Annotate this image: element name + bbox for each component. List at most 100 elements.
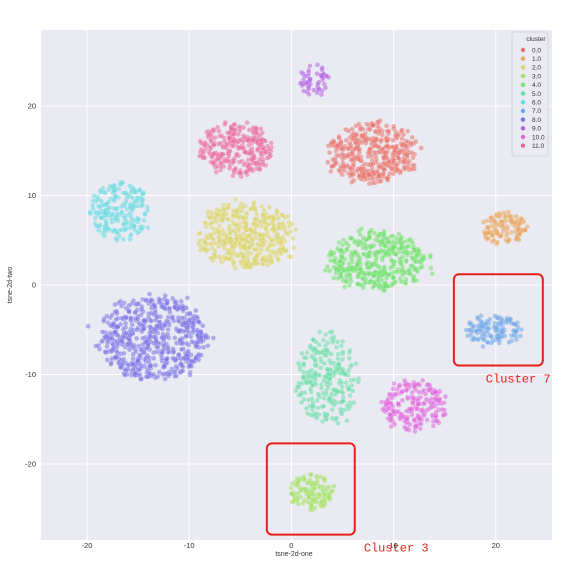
- data-point: [266, 204, 272, 210]
- data-point: [381, 167, 387, 173]
- data-point: [264, 233, 270, 239]
- data-point: [385, 283, 391, 289]
- data-point: [226, 135, 233, 141]
- data-point: [466, 327, 472, 333]
- data-point: [338, 140, 344, 146]
- data-point: [227, 148, 233, 154]
- data-point: [301, 354, 307, 361]
- data-point: [280, 245, 286, 252]
- data-point: [308, 480, 314, 486]
- data-point: [161, 343, 167, 349]
- data-point: [111, 188, 117, 194]
- data-point: [382, 243, 388, 249]
- data-point: [405, 160, 411, 166]
- data-point: [279, 212, 285, 218]
- data-point: [239, 208, 245, 214]
- data-point: [205, 334, 211, 341]
- data-point: [331, 483, 337, 489]
- data-point: [133, 370, 139, 376]
- x-tick-label: 10: [389, 541, 397, 550]
- data-point: [335, 351, 341, 357]
- data-point: [366, 233, 372, 240]
- data-point: [351, 146, 358, 152]
- data-point: [99, 329, 106, 335]
- data-point: [224, 142, 230, 148]
- data-point: [134, 335, 140, 342]
- data-point: [339, 172, 345, 178]
- data-point: [493, 324, 500, 331]
- y-tick-label: 0: [32, 281, 36, 290]
- data-point: [322, 85, 329, 91]
- data-point: [488, 333, 494, 339]
- data-point: [390, 233, 396, 239]
- data-point: [229, 243, 236, 250]
- data-point: [127, 332, 133, 339]
- data-point: [257, 232, 263, 238]
- data-point: [485, 235, 492, 241]
- data-point: [356, 238, 362, 244]
- data-point: [335, 355, 341, 362]
- data-point: [275, 240, 281, 246]
- data-point: [360, 251, 367, 257]
- data-point: [385, 272, 391, 278]
- data-point: [308, 472, 314, 478]
- legend-entry-label: 8.0: [532, 117, 541, 124]
- data-point: [363, 245, 369, 252]
- data-point: [171, 318, 177, 324]
- data-point: [496, 222, 502, 228]
- data-point: [374, 263, 380, 269]
- data-point: [325, 159, 331, 165]
- data-point: [131, 186, 137, 192]
- data-point: [127, 236, 133, 243]
- data-point: [338, 343, 344, 349]
- data-point: [421, 401, 427, 407]
- data-point: [241, 162, 247, 168]
- data-point: [345, 367, 352, 374]
- data-point: [95, 203, 102, 209]
- data-point: [120, 180, 126, 186]
- data-point: [397, 256, 403, 262]
- data-point: [376, 164, 382, 170]
- data-point: [416, 389, 422, 395]
- data-point: [409, 166, 415, 172]
- data-point: [505, 239, 511, 245]
- data-point: [390, 408, 397, 414]
- data-point: [115, 324, 121, 330]
- data-point: [349, 179, 355, 185]
- legend-marker: [520, 143, 526, 148]
- data-point: [216, 128, 222, 134]
- data-point: [127, 183, 133, 189]
- data-point: [187, 363, 193, 369]
- data-point: [216, 238, 223, 244]
- data-point: [368, 261, 375, 267]
- data-point: [470, 323, 477, 329]
- data-point: [301, 361, 307, 367]
- data-point: [113, 308, 120, 315]
- data-point: [313, 496, 319, 502]
- data-point: [282, 224, 288, 230]
- data-point: [216, 223, 223, 229]
- data-point: [365, 253, 371, 259]
- data-point: [160, 371, 166, 378]
- data-point: [316, 86, 322, 92]
- data-point: [234, 236, 240, 242]
- data-point: [314, 478, 321, 484]
- data-point: [414, 252, 420, 259]
- data-point: [481, 332, 487, 338]
- data-point: [252, 207, 259, 213]
- data-point: [376, 233, 382, 239]
- data-point: [375, 123, 381, 129]
- data-point: [123, 220, 129, 227]
- data-point: [236, 228, 242, 234]
- data-point: [411, 384, 417, 390]
- data-point: [328, 168, 334, 175]
- data-point: [383, 153, 389, 159]
- data-point: [128, 231, 134, 238]
- data-point: [384, 137, 390, 144]
- data-point: [319, 349, 326, 355]
- data-point: [321, 403, 327, 409]
- data-point: [95, 211, 101, 217]
- legend-marker: [520, 108, 526, 114]
- data-point: [351, 377, 357, 383]
- data-point: [126, 302, 132, 309]
